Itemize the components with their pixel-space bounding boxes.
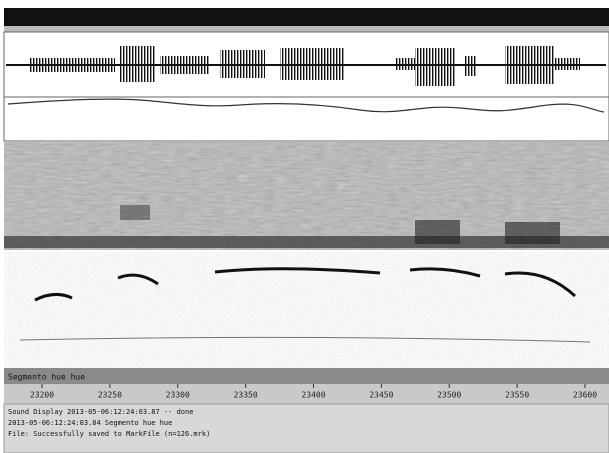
status-area — [3, 403, 609, 453]
title-bar — [4, 8, 609, 26]
status-line: File: Successfully saved to MarkFile (n=… — [8, 430, 210, 438]
tick-label: 23450 — [369, 391, 393, 400]
status-line: Sound Display 2013-05-06:12:24:03.87 -- … — [8, 408, 193, 416]
label-text: Segmento hue hue — [8, 373, 85, 382]
tick-label: 23300 — [166, 391, 190, 400]
tick-label: 23550 — [505, 391, 529, 400]
label-bar — [4, 368, 609, 384]
status-lines: Sound Display 2013-05-06:12:24:03.87 -- … — [8, 408, 210, 438]
time-axis — [4, 384, 609, 404]
spectrogram-panel — [4, 142, 609, 250]
waveform-panel — [3, 31, 609, 98]
toolbar-strip — [4, 26, 609, 32]
time-axis-ticks: 23200 23250 23300 23350 23400 23450 23500 23550… — [30, 384, 597, 400]
tick-label: 23250 — [98, 391, 122, 400]
formant-panel — [4, 252, 609, 368]
tick-label: 23400 — [301, 391, 325, 400]
tick-label: 23600 — [573, 391, 597, 400]
pitch-panel — [3, 96, 609, 142]
tick-label: 23200 — [30, 391, 54, 400]
status-line: 2013-05-06:12:24:03.84 Segmento hue hue — [8, 419, 172, 427]
tick-label: 23350 — [234, 391, 258, 400]
tick-label: 23500 — [437, 391, 461, 400]
